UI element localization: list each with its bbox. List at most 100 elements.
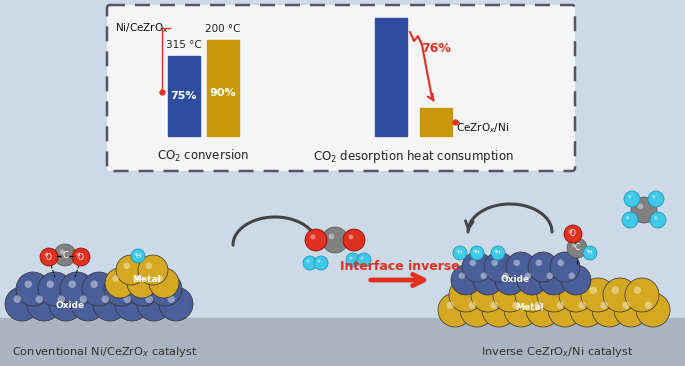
Circle shape [453, 246, 467, 260]
Circle shape [318, 259, 321, 262]
Circle shape [525, 273, 531, 279]
Circle shape [512, 302, 520, 309]
Circle shape [138, 255, 168, 285]
Circle shape [447, 302, 454, 309]
Circle shape [310, 235, 315, 239]
Circle shape [534, 302, 542, 309]
Circle shape [523, 287, 531, 294]
Circle shape [93, 287, 127, 321]
Circle shape [528, 252, 558, 282]
Text: Conventional Ni/CeZrO$_x$ catalyst: Conventional Ni/CeZrO$_x$ catalyst [12, 345, 198, 359]
Circle shape [451, 265, 481, 295]
Circle shape [536, 259, 542, 266]
Circle shape [473, 250, 477, 253]
Circle shape [25, 280, 32, 288]
Circle shape [495, 250, 497, 253]
Text: Oxide: Oxide [55, 302, 84, 310]
Circle shape [460, 293, 494, 327]
Text: Inverse CeZrO$_x$/Ni catalyst: Inverse CeZrO$_x$/Ni catalyst [481, 345, 634, 359]
Circle shape [438, 293, 472, 327]
Circle shape [545, 287, 553, 294]
Text: Metal: Metal [516, 303, 545, 313]
Text: CeZrO$_x$/Ni: CeZrO$_x$/Ni [456, 121, 509, 135]
Circle shape [526, 293, 560, 327]
Circle shape [36, 295, 43, 303]
Circle shape [504, 293, 538, 327]
Text: H: H [458, 250, 462, 255]
Circle shape [116, 255, 146, 285]
Circle shape [550, 252, 580, 282]
Circle shape [134, 253, 138, 255]
Circle shape [648, 191, 664, 207]
Circle shape [586, 250, 590, 253]
Circle shape [148, 272, 182, 306]
Bar [420, 108, 452, 136]
Circle shape [654, 216, 658, 220]
Circle shape [567, 287, 575, 294]
Circle shape [579, 302, 586, 309]
Circle shape [343, 229, 365, 251]
Circle shape [548, 293, 582, 327]
Circle shape [484, 252, 514, 282]
Circle shape [349, 235, 353, 239]
Circle shape [539, 265, 569, 295]
Circle shape [650, 212, 666, 228]
Circle shape [145, 295, 153, 303]
Circle shape [479, 287, 487, 294]
Text: O: O [46, 253, 52, 261]
Circle shape [458, 273, 465, 279]
Circle shape [480, 273, 487, 279]
Circle shape [490, 302, 498, 309]
Circle shape [556, 302, 564, 309]
Text: Oxide: Oxide [501, 274, 530, 284]
Circle shape [72, 248, 90, 266]
Circle shape [357, 253, 371, 267]
Circle shape [123, 262, 130, 269]
Text: 315 °C: 315 °C [166, 40, 202, 50]
Circle shape [306, 259, 310, 262]
Bar [0, 318, 685, 366]
Circle shape [40, 248, 58, 266]
Circle shape [156, 276, 163, 282]
Circle shape [592, 293, 626, 327]
Circle shape [127, 268, 157, 298]
Circle shape [112, 280, 120, 288]
Circle shape [305, 229, 327, 251]
Circle shape [60, 250, 64, 254]
Circle shape [27, 287, 61, 321]
Circle shape [469, 259, 476, 266]
Circle shape [473, 265, 503, 295]
Circle shape [82, 272, 116, 306]
Circle shape [570, 293, 604, 327]
Circle shape [572, 243, 576, 247]
Circle shape [156, 280, 164, 288]
Circle shape [547, 273, 553, 279]
Circle shape [559, 278, 593, 312]
Text: 200 °C: 200 °C [206, 24, 240, 34]
Circle shape [581, 278, 615, 312]
Circle shape [636, 293, 670, 327]
Circle shape [145, 262, 152, 269]
Circle shape [614, 293, 648, 327]
Text: O: O [78, 253, 84, 261]
Circle shape [60, 272, 94, 306]
Circle shape [590, 287, 597, 294]
Bar [375, 18, 407, 136]
Circle shape [492, 259, 498, 266]
Text: 76%: 76% [421, 41, 451, 55]
Circle shape [360, 257, 364, 259]
Text: C: C [62, 250, 68, 259]
Text: H: H [475, 250, 480, 255]
Circle shape [569, 273, 575, 279]
Circle shape [47, 280, 54, 288]
Circle shape [583, 246, 597, 260]
Circle shape [628, 195, 632, 198]
Circle shape [68, 280, 76, 288]
Bar [207, 40, 239, 136]
Circle shape [561, 265, 591, 295]
Circle shape [567, 238, 587, 258]
Text: CO$_2$ conversion: CO$_2$ conversion [158, 148, 249, 164]
Circle shape [134, 276, 141, 282]
Circle shape [303, 256, 317, 270]
Text: 75%: 75% [171, 91, 197, 101]
